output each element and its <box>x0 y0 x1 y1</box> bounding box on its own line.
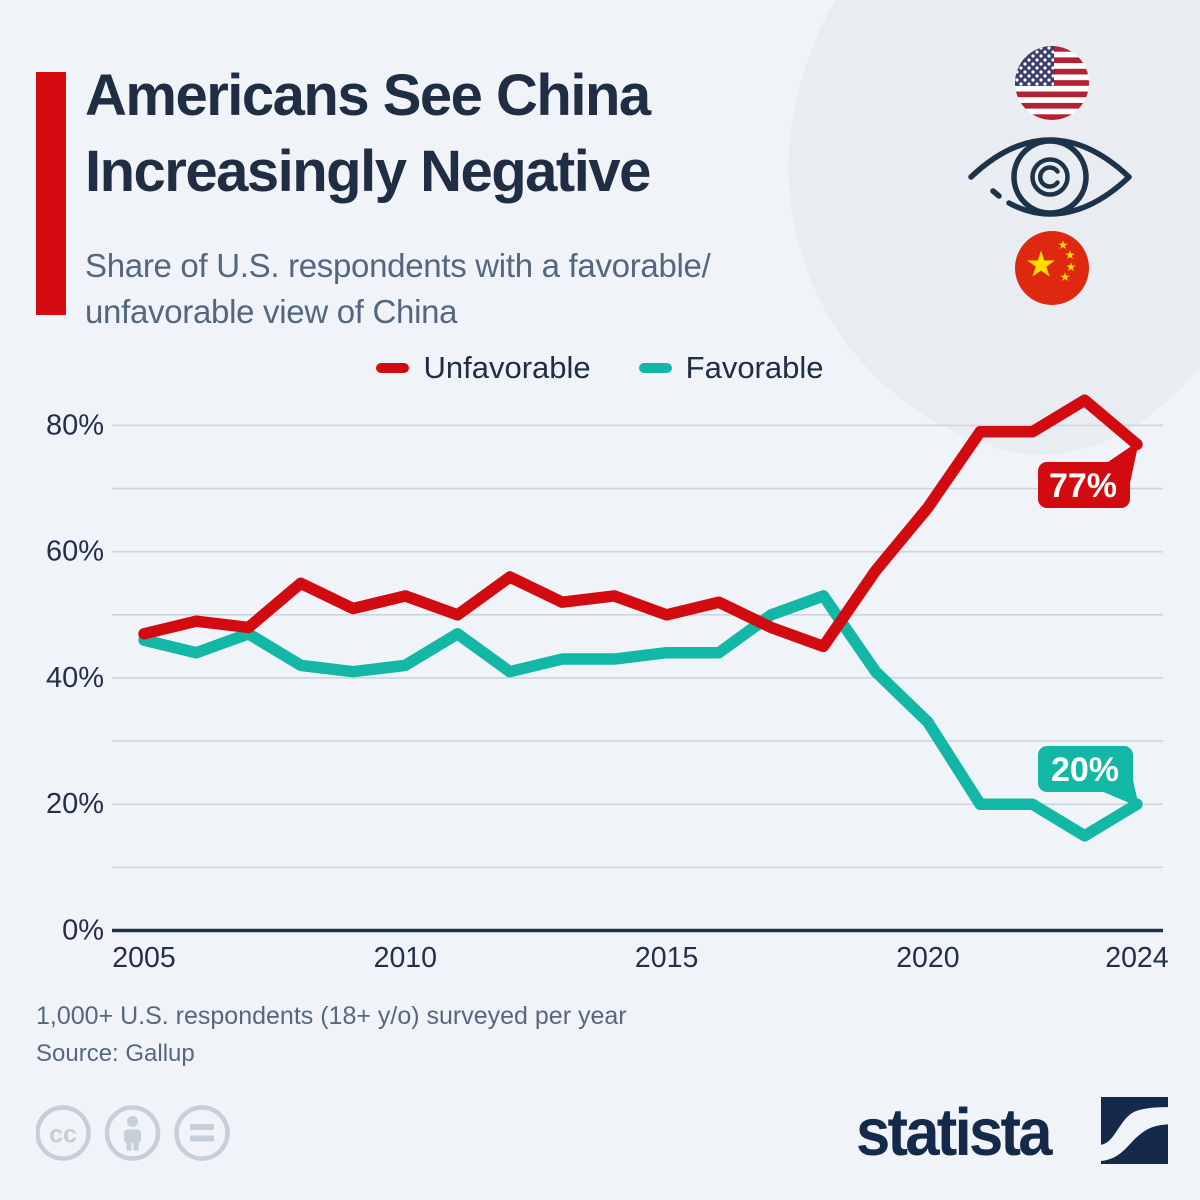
svg-text:★: ★ <box>1065 248 1076 262</box>
x-tick-label-2005: 2005 <box>112 942 175 974</box>
unfavorable-badge-box <box>1038 462 1130 508</box>
x-tick-label-2015: 2015 <box>635 942 698 974</box>
page-subtitle-line2: unfavorable view of China <box>85 293 458 330</box>
unfavorable-legend-dash <box>376 363 410 373</box>
cc-icon-letters: cc <box>49 1121 77 1149</box>
page-title: Americans See China Increasingly Negativ… <box>85 58 651 210</box>
survey-note: 1,000+ U.S. respondents (18+ y/o) survey… <box>36 1002 627 1030</box>
x-tick-label-2020: 2020 <box>896 942 959 974</box>
page-title-line2: Increasingly Negative <box>85 139 651 204</box>
cc-license-icons: cc <box>36 1105 230 1161</box>
page-title-line1: Americans See China <box>85 63 651 128</box>
cc-icon: cc <box>36 1105 91 1161</box>
svg-text:★: ★ <box>1066 260 1077 274</box>
unfavorable-badge-label: 77% <box>1049 467 1117 505</box>
x-tick-label-2024: 2024 <box>1105 942 1169 974</box>
favorable-badge-label: 20% <box>1051 751 1119 789</box>
y-tick-label-60: 60% <box>46 536 104 568</box>
page-subtitle-line1: Share of U.S. respondents with a favorab… <box>85 247 711 284</box>
favorable-line <box>138 590 1143 842</box>
favorable-badge-box <box>1038 746 1133 792</box>
unfavorable-legend-label: Unfavorable <box>423 350 591 385</box>
favorable-legend-label: Favorable <box>685 350 824 385</box>
title-accent-bar <box>36 72 66 315</box>
y-tick-label-0: 0% <box>62 915 104 947</box>
source-note: Source: Gallup <box>36 1040 195 1067</box>
legend-item-unfavorable: Unfavorable <box>376 350 591 386</box>
statista-logo-text: statista <box>856 1095 1053 1170</box>
legend-item-favorable: Favorable <box>638 350 824 386</box>
y-tick-label-80: 80% <box>46 409 104 441</box>
unfavorable-value-badge: 77% <box>1038 441 1139 508</box>
favorable-legend-dash <box>638 363 672 373</box>
x-tick-label-2010: 2010 <box>374 942 437 974</box>
chart-legend: Unfavorable Favorable <box>0 350 1200 386</box>
y-tick-label-20: 20% <box>46 788 104 820</box>
svg-text:★: ★ <box>1058 238 1069 252</box>
by-person-icon <box>104 1105 161 1161</box>
eye-copyright-icon <box>968 137 1132 217</box>
y-tick-label-40: 40% <box>46 662 104 694</box>
us-flag-icon <box>1015 46 1089 120</box>
favorable-value-badge: 20% <box>1038 746 1139 807</box>
unfavorable-line <box>138 394 1143 653</box>
nd-equals-icon <box>174 1105 230 1161</box>
china-flag-big-star: ★ <box>1025 244 1057 285</box>
statista-logo-mark <box>1101 1097 1168 1164</box>
page-subtitle: Share of U.S. respondents with a favorab… <box>85 243 711 335</box>
svg-text:★: ★ <box>1060 270 1071 284</box>
china-flag-icon: ★ ★ ★ ★ ★ <box>1015 231 1089 305</box>
